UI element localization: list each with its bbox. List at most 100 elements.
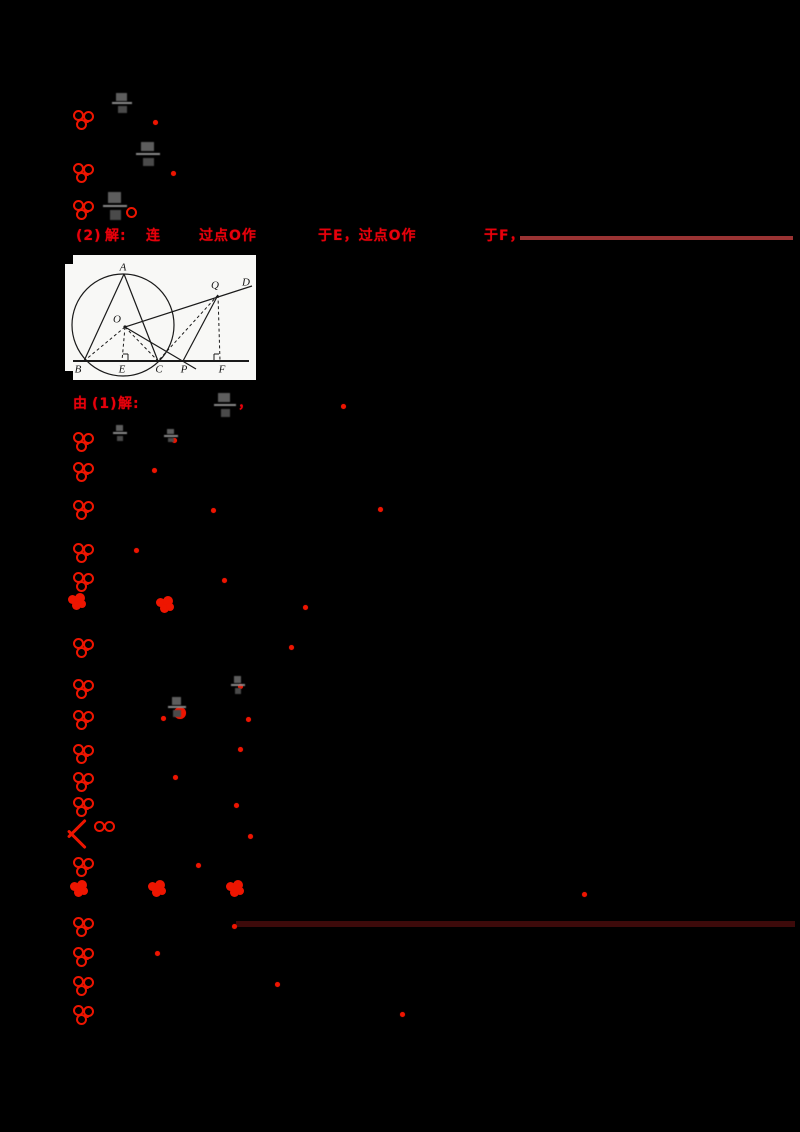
gray-math-fragment-part [168,706,186,708]
red-dot-mark [341,404,346,409]
margin-ring-cluster [86,782,89,785]
perpendicular-OE [121,326,126,362]
red-dot-mark [234,803,239,808]
gray-math-fragment-part [116,93,127,101]
red-blob-scribble [233,880,243,890]
red-dot-mark [232,924,237,929]
margin-ring-cluster [76,985,87,996]
red-blob-scribble [75,593,85,603]
margin-ring-cluster [86,1015,89,1018]
gray-math-fragment [214,393,236,417]
margin-ring-cluster [86,210,89,213]
red-blob-scribble [68,595,77,604]
red-blob-scribble [70,882,79,891]
red-blob-scribble [72,601,81,610]
red-dot-mark [238,747,243,752]
red-dot-mark [400,1012,405,1017]
segment-QC [157,294,219,362]
margin-ring-cluster [76,688,87,699]
margin-ring-cluster [76,1014,87,1025]
answer-underline-bottom [236,921,795,927]
point-label-F: F [218,364,226,376]
margin-ring-cluster [86,689,89,692]
ray-OD [124,285,253,328]
gray-math-fragment [113,425,127,441]
gray-math-fragment-part [166,429,175,434]
red-blob-scribble [77,880,87,890]
gray-math-fragment-part [233,676,242,683]
red-blob-scribble [163,596,173,606]
gray-math-fragment-part [140,142,154,152]
point-label-Q: Q [211,280,219,292]
red-blob-scribble [155,880,165,890]
answer-underline-top [520,236,793,240]
gray-math-fragment-part [143,157,154,166]
gray-math-fragment-part [235,687,242,694]
margin-ring-cluster [86,867,89,870]
red-blob-scribble [226,882,235,891]
margin-ring-cluster [86,173,89,176]
red-dot-mark [378,507,383,512]
red-x-scribble [66,818,88,839]
red-dot-mark [134,548,139,553]
red-annotation-text: 过点O作 [199,228,257,244]
gray-math-fragment-part [117,435,124,441]
red-blob-scribble [74,888,83,897]
red-annotation-text: 由 [73,396,88,412]
margin-ring-cluster [76,647,87,658]
margin-ring-cluster [86,957,89,960]
margin-ring-cluster [86,927,89,930]
red-annotation-text: 解: [118,396,140,412]
margin-ring-cluster [86,582,89,585]
red-dot-mark [155,951,160,956]
margin-ring-cluster [76,753,87,764]
red-blob-scribble [148,882,157,891]
red-annotation-text: 于E，过点O作 [318,228,417,244]
red-annotation-text: (2) [76,228,102,244]
red-annotation-text: 解: [105,228,127,244]
red-dot-mark [152,468,157,473]
red-blob-scribble [166,603,174,611]
gray-math-fragment-part [168,437,175,442]
red-blob-scribble [236,887,244,895]
gray-math-fragment-part [173,710,182,717]
gray-math-fragment-part [231,684,245,687]
red-annotation-text: 于F， [484,228,525,244]
red-dot-mark [275,982,280,987]
margin-ring-cluster [86,648,89,651]
red-annotation-text: ， [238,396,253,412]
red-blob-scribble [156,598,165,607]
gray-math-fragment-part [107,192,121,203]
point-label-C: C [155,364,163,376]
gray-math-fragment [164,429,178,442]
gray-math-fragment [136,142,160,166]
point-label-A: A [119,262,127,274]
side-AB [83,273,125,362]
segment-QP [182,294,219,362]
margin-ring-cluster [86,754,89,757]
circumscribed-circle [71,273,175,377]
center-O-dot [123,325,127,329]
gray-math-fragment-part [103,204,127,207]
margin-ring-cluster [86,986,89,989]
red-blob-scribble [158,887,166,895]
gray-math-fragment-part [118,106,127,113]
point-label-E: E [118,364,126,376]
point-label-O: O [113,314,121,326]
margin-ring-cluster [76,509,87,520]
margin-ring-cluster [76,119,87,130]
margin-ring-cluster [76,926,87,937]
margin-ring-cluster [76,552,87,563]
radius-OC [124,326,159,362]
red-blob-scribble [230,888,239,897]
red-blob-scribble [152,888,161,897]
gray-math-fragment [112,93,132,113]
margin-ring-cluster [86,510,89,513]
red-annotation-text: 连 [146,228,161,244]
red-dot-mark [289,645,294,650]
red-dot-mark [171,171,176,176]
gray-math-fragment-part [136,152,160,155]
red-dot-mark [582,892,587,897]
margin-ring-cluster [76,172,87,183]
margin-ring-cluster [76,719,87,730]
